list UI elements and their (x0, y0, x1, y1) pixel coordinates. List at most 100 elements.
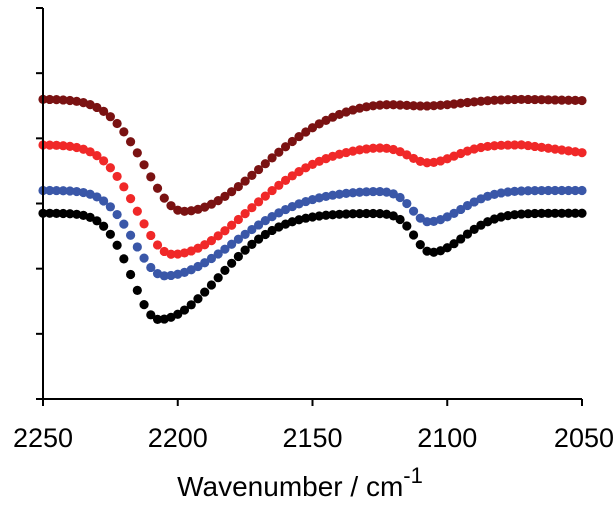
data-point (489, 141, 500, 151)
data-point (152, 183, 163, 193)
data-point (462, 229, 473, 239)
data-point (341, 209, 351, 219)
data-point (112, 209, 122, 220)
data-point (240, 245, 250, 255)
data-point (58, 186, 68, 196)
data-point (240, 209, 250, 219)
data-point (179, 206, 190, 216)
data-point (375, 100, 385, 110)
data-point (543, 95, 553, 105)
data-point (402, 198, 412, 209)
data-point (388, 211, 398, 221)
data-point (254, 197, 264, 207)
data-point (456, 204, 466, 215)
data-point (227, 220, 237, 230)
data-point (139, 160, 149, 170)
data-point (260, 216, 270, 226)
data-point (227, 187, 237, 197)
data-point (240, 176, 250, 186)
data-point (375, 209, 385, 219)
data-point (51, 140, 62, 150)
data-point (530, 208, 540, 219)
data-point (132, 285, 142, 296)
data-point (247, 224, 257, 235)
data-point (368, 101, 378, 111)
data-point (368, 208, 378, 219)
data-point (213, 273, 223, 283)
data-point (388, 100, 398, 110)
data-point (119, 219, 129, 229)
data-point (496, 95, 506, 105)
data-point (536, 208, 547, 218)
data-point (132, 242, 142, 252)
data-point (550, 95, 560, 105)
data-point (240, 229, 250, 239)
data-point (361, 208, 371, 219)
data-point (496, 140, 506, 150)
data-point (456, 234, 466, 244)
x-tick-label-1: 2200 (148, 423, 208, 453)
data-point (496, 188, 506, 198)
data-point (58, 141, 68, 151)
data-point (570, 208, 580, 218)
data-point (280, 175, 291, 185)
data-point (510, 140, 520, 150)
y-ticks-layer (36, 7, 43, 400)
data-point (220, 244, 230, 254)
data-point (516, 186, 526, 196)
data-point (51, 208, 62, 218)
data-point (152, 314, 163, 324)
data-point (422, 158, 432, 168)
data-point (166, 249, 176, 259)
data-point (206, 253, 217, 264)
data-point (577, 148, 587, 158)
data-point (254, 164, 264, 175)
data-point (125, 137, 136, 147)
data-point (92, 151, 102, 161)
series-layer (38, 94, 587, 324)
data-point (125, 194, 136, 204)
data-point (570, 147, 580, 157)
data-point (557, 95, 567, 105)
data-point (557, 145, 567, 155)
x-axis-title-superscript: -1 (403, 463, 423, 488)
data-point (557, 208, 567, 218)
data-point (550, 144, 560, 154)
data-point (361, 187, 371, 197)
data-point (503, 211, 513, 221)
x-axis-title-text: Wavenumber / cm (177, 471, 403, 502)
data-point (449, 208, 459, 218)
data-point (51, 185, 62, 196)
data-point (206, 235, 217, 246)
data-point (125, 269, 136, 280)
data-point (65, 95, 75, 106)
data-point (523, 186, 533, 196)
data-point (105, 202, 115, 212)
data-point (51, 95, 62, 105)
data-point (159, 193, 169, 203)
data-point (166, 201, 176, 211)
data-point (92, 102, 102, 113)
data-point (65, 186, 75, 196)
data-point (442, 100, 452, 110)
data-point (227, 258, 237, 268)
data-point (220, 265, 230, 276)
data-point (577, 95, 587, 106)
x-tick-label-3: 2100 (417, 423, 477, 453)
data-point (510, 210, 520, 220)
data-point (469, 97, 479, 107)
data-point (543, 208, 553, 218)
data-point (112, 118, 122, 129)
data-point (530, 94, 540, 105)
data-point (280, 142, 291, 152)
data-point (233, 214, 243, 225)
data-point (227, 239, 237, 249)
data-point (368, 143, 378, 153)
data-point (119, 254, 129, 264)
series-2 (38, 185, 587, 281)
x-ticks-layer: 2250 2200 2150 2100 2050 (13, 399, 614, 453)
data-point (92, 192, 102, 202)
data-point (294, 131, 304, 142)
data-point (361, 144, 371, 154)
data-point (260, 191, 270, 201)
